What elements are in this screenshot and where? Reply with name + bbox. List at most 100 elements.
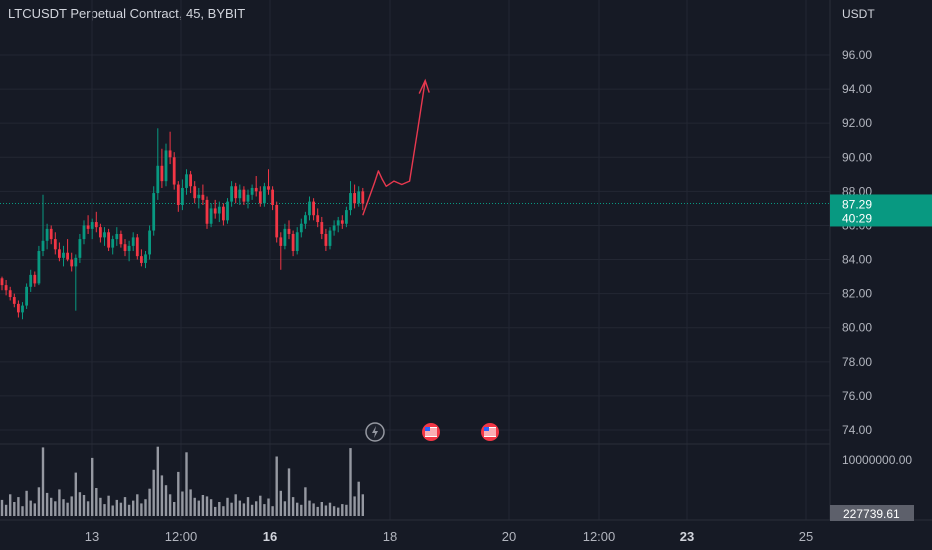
- volume-bar: [201, 495, 205, 516]
- volume-bar: [156, 446, 159, 516]
- candle-body: [127, 245, 131, 252]
- candle-body: [230, 186, 233, 202]
- candle-body: [320, 222, 324, 234]
- freehand-arrow-drawing: [362, 78, 430, 216]
- candle-body: [222, 206, 225, 221]
- candle-body: [324, 233, 328, 246]
- candle-body: [201, 194, 205, 200]
- candle-body: [209, 208, 213, 224]
- time-tick-label: 20: [502, 529, 516, 544]
- time-tick-label: 18: [383, 529, 397, 544]
- volume-bar: [91, 457, 94, 516]
- candle-body: [263, 186, 266, 204]
- volume-bar: [13, 502, 16, 516]
- volume-bar: [132, 500, 135, 516]
- candle-body: [164, 150, 168, 182]
- price-tick-label: 74.00: [842, 423, 872, 437]
- candle-body: [246, 194, 250, 202]
- candle-body: [103, 232, 106, 238]
- volume-bar: [66, 502, 69, 516]
- volume-bar: [291, 497, 295, 516]
- volume-bar: [283, 501, 287, 516]
- price-tick-label: 80.00: [842, 321, 872, 335]
- volume-current-label: 227739.61: [843, 507, 900, 521]
- volume-bar: [255, 501, 258, 516]
- candle-body: [123, 244, 127, 252]
- candle-body: [152, 193, 156, 231]
- candle-body: [62, 252, 65, 258]
- volume-bar: [279, 490, 282, 516]
- candle-body: [0, 278, 4, 286]
- candle-body: [345, 210, 348, 224]
- candle-body: [78, 239, 82, 258]
- volume-bar: [37, 487, 41, 516]
- volume-bar: [50, 497, 53, 516]
- candle-body: [12, 297, 16, 304]
- candle-body: [349, 193, 352, 211]
- candle-body: [287, 228, 291, 234]
- candle-body: [189, 174, 192, 187]
- time-tick-label: 13: [85, 529, 99, 544]
- candle-body: [283, 228, 287, 246]
- volume-bar: [99, 497, 102, 516]
- candle-body: [86, 225, 90, 229]
- candle-body: [21, 305, 24, 313]
- lightning-glyph: [372, 426, 378, 438]
- volume-bar: [308, 500, 311, 516]
- volume-bar: [4, 504, 8, 516]
- volume-bar: [119, 502, 123, 516]
- candle-body: [332, 225, 336, 231]
- volume-bar: [320, 502, 323, 516]
- volume-bar: [349, 448, 352, 516]
- candle-body: [271, 189, 274, 205]
- time-tick-label: 23: [680, 529, 694, 544]
- price-tick-label: 94.00: [842, 82, 872, 96]
- volume-bar: [300, 504, 303, 516]
- candles-layer: [0, 128, 365, 320]
- candle-body: [94, 222, 98, 228]
- volume-bar: [86, 501, 90, 516]
- volume-bar: [41, 447, 45, 516]
- volume-bar: [304, 487, 307, 516]
- lightning-icon[interactable]: [365, 422, 385, 442]
- us-flag-icon[interactable]: [422, 423, 440, 441]
- candle-body: [353, 193, 356, 204]
- volume-current-badge: [830, 505, 914, 521]
- candle-body: [74, 257, 78, 267]
- volume-bar: [209, 499, 213, 516]
- volume-bar: [115, 499, 118, 516]
- candle-body: [316, 215, 320, 223]
- volume-max-label: 10000000.00: [842, 453, 912, 467]
- volume-bar: [218, 502, 221, 516]
- candle-body: [140, 256, 143, 263]
- volume-bar: [230, 502, 233, 516]
- currency-label: USDT: [842, 7, 875, 21]
- candle-body: [29, 274, 33, 287]
- flag-canton: [425, 427, 430, 431]
- volume-bar: [58, 489, 61, 516]
- volume-bar: [341, 504, 344, 516]
- candle-body: [135, 237, 139, 257]
- candle-body: [254, 187, 258, 192]
- volume-bar: [197, 500, 200, 516]
- candle-body: [295, 232, 299, 252]
- time-tick-label: 25: [799, 529, 813, 544]
- volume-bar: [123, 497, 127, 516]
- volume-bar: [127, 504, 131, 516]
- freehand-path[interactable]: [362, 80, 426, 216]
- candle-body: [111, 239, 115, 248]
- candle-body: [49, 228, 53, 240]
- us-flag-icon[interactable]: [481, 423, 499, 441]
- candle-body: [336, 220, 340, 226]
- volume-bar: [222, 506, 225, 516]
- volume-bar: [62, 499, 65, 516]
- volume-bar: [328, 502, 332, 516]
- candle-body: [82, 225, 86, 240]
- volume-bar: [242, 503, 246, 516]
- volume-bar: [287, 468, 291, 516]
- volume-bar: [45, 492, 49, 516]
- volume-bar: [82, 495, 86, 516]
- volume-bar: [17, 497, 20, 516]
- volume-bar: [103, 504, 106, 516]
